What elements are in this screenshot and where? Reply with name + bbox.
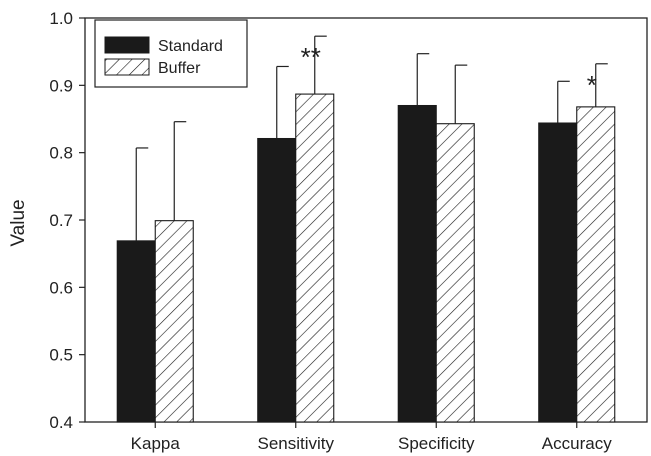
bar-standard-accuracy xyxy=(538,122,578,423)
significance-marker: ** xyxy=(301,42,321,72)
plot-area: *** xyxy=(84,17,648,423)
bar-buffer-specificity xyxy=(435,123,475,423)
legend-swatch-buffer xyxy=(104,58,150,76)
y-axis: 0.4 0.5 0.6 0.7 0.8 0.9 1.0 xyxy=(49,9,85,432)
y-tick-label: 0.9 xyxy=(49,76,73,95)
x-tick-label: Specificity xyxy=(398,434,475,453)
bar-standard-kappa xyxy=(116,240,156,423)
legend: Standard Buffer xyxy=(94,19,248,88)
x-tick-label: Sensitivity xyxy=(257,434,334,453)
y-tick-label: 1.0 xyxy=(49,9,73,28)
significance-marker: * xyxy=(587,70,597,100)
y-axis-title: Value xyxy=(8,199,29,246)
bar-standard-specificity xyxy=(397,104,437,423)
y-tick-label: 0.6 xyxy=(49,278,73,297)
y-tick-label: 0.7 xyxy=(49,211,73,230)
x-tick-label: Accuracy xyxy=(542,434,612,453)
y-tick-label: 0.4 xyxy=(49,413,73,432)
x-tick-label: Kappa xyxy=(131,434,181,453)
bar-standard-sensitivity xyxy=(257,137,297,423)
bar-buffer-sensitivity xyxy=(295,93,335,423)
legend-swatch-standard xyxy=(104,36,150,54)
bar-buffer-kappa xyxy=(154,220,194,423)
bar-buffer-accuracy xyxy=(576,106,616,423)
x-axis: Kappa Sensitivity Specificity Accuracy xyxy=(131,422,612,453)
y-tick-label: 0.5 xyxy=(49,346,73,365)
legend-label-standard: Standard xyxy=(158,38,223,55)
legend-label-buffer: Buffer xyxy=(158,60,201,77)
y-tick-label: 0.8 xyxy=(49,144,73,163)
